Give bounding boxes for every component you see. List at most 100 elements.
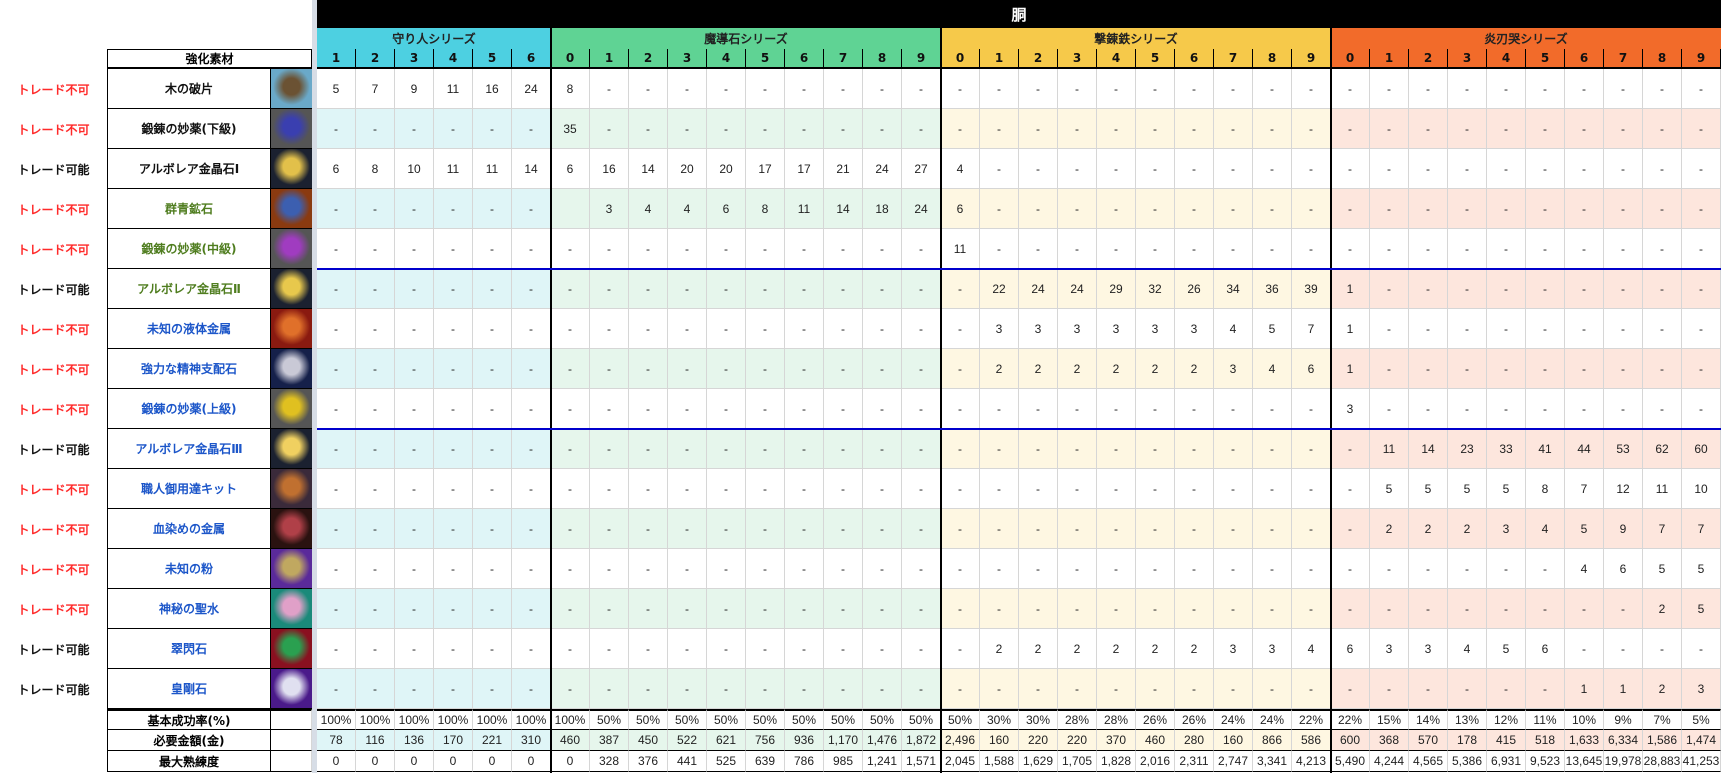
material-name: 翠閃石 (107, 629, 271, 669)
summary-cell: 100% (317, 709, 356, 730)
value-cell: - (434, 349, 473, 389)
value-cell: - (863, 469, 902, 509)
value-cell: - (1058, 429, 1097, 469)
series-header: 魔導石シリーズ (551, 28, 941, 49)
value-cell: 17 (785, 149, 824, 189)
value-cell: - (668, 349, 707, 389)
value-cell: - (941, 389, 980, 429)
value-cell: - (1175, 109, 1214, 149)
summary-cell: 441 (668, 751, 707, 772)
value-cell: - (473, 589, 512, 629)
value-cell: - (590, 469, 629, 509)
value-cell: - (1214, 149, 1253, 189)
value-cell: 2 (1097, 349, 1136, 389)
value-cell: - (512, 269, 551, 309)
value-cell: 3 (1682, 669, 1721, 709)
summary-cell: 22% (1292, 709, 1331, 730)
holy-water-icon (271, 589, 312, 629)
value-cell: - (668, 109, 707, 149)
value-cell: - (1565, 69, 1604, 109)
value-cell: 11 (1370, 429, 1409, 469)
value-cell: - (590, 589, 629, 629)
series-header: 炎刃哭シリーズ (1331, 28, 1721, 49)
summary-cell: 6,334 (1604, 730, 1643, 751)
value-cell: - (1448, 549, 1487, 589)
material-header: 強化素材 (107, 49, 312, 69)
value-cell: - (1214, 429, 1253, 469)
value-cell: - (473, 549, 512, 589)
summary-cell: 460 (551, 730, 590, 751)
value-cell: 14 (824, 189, 863, 229)
value-cell: - (1214, 589, 1253, 629)
potion-mid-icon (271, 229, 312, 269)
value-cell: - (1409, 269, 1448, 309)
level-header: 1 (1370, 49, 1409, 69)
column-separator (312, 0, 317, 773)
mind-control-stone-icon (271, 349, 312, 389)
value-cell: - (785, 509, 824, 549)
value-cell: - (1097, 469, 1136, 509)
value-cell: - (707, 389, 746, 429)
material-name: 木の破片 (107, 69, 271, 109)
value-cell: 18 (863, 189, 902, 229)
summary-cell: 387 (590, 730, 629, 751)
value-cell: 11 (1643, 469, 1682, 509)
value-cell: 26 (1175, 269, 1214, 309)
material-name: アルボレア金晶石Ⅲ (107, 429, 271, 469)
value-cell: - (1292, 589, 1331, 629)
potion-low-icon (271, 109, 312, 149)
value-cell: - (785, 669, 824, 709)
value-cell: - (707, 509, 746, 549)
summary-cell: 0 (395, 751, 434, 772)
value-cell: - (1604, 229, 1643, 269)
value-cell: 6 (1526, 629, 1565, 669)
value-cell: - (590, 309, 629, 349)
value-cell: - (1331, 69, 1370, 109)
value-cell: - (785, 269, 824, 309)
value-cell: - (824, 589, 863, 629)
value-cell: - (863, 109, 902, 149)
trade-status: トレード不可 (17, 402, 90, 417)
value-cell: - (1058, 669, 1097, 709)
level-header: 4 (1487, 49, 1526, 69)
summary-cell: 50% (785, 709, 824, 730)
summary-cell: 522 (668, 730, 707, 751)
material-name: 皇剛石 (107, 669, 271, 709)
summary-cell: 50% (902, 709, 941, 730)
level-header: 2 (356, 49, 395, 69)
value-cell: - (824, 229, 863, 269)
value-cell: - (1097, 69, 1136, 109)
value-cell: - (434, 309, 473, 349)
value-cell: 4 (629, 189, 668, 229)
value-cell: - (902, 309, 941, 349)
value-cell: - (941, 69, 980, 109)
value-cell: - (356, 549, 395, 589)
value-cell: - (668, 629, 707, 669)
value-cell: - (941, 429, 980, 469)
value-cell: - (356, 389, 395, 429)
value-cell: - (707, 589, 746, 629)
level-header: 0 (1331, 49, 1370, 69)
value-cell: - (1214, 109, 1253, 149)
value-cell: - (707, 669, 746, 709)
level-header: 5 (473, 49, 512, 69)
value-cell: - (902, 349, 941, 389)
level-header: 7 (1214, 49, 1253, 69)
value-cell: 5 (1682, 589, 1721, 629)
value-cell: - (629, 109, 668, 149)
value-cell: - (1292, 229, 1331, 269)
value-cell: - (1253, 109, 1292, 149)
value-cell: 3 (1253, 629, 1292, 669)
summary-cell: 985 (824, 751, 863, 772)
value-cell: - (434, 189, 473, 229)
value-cell: 2 (1136, 629, 1175, 669)
value-cell: - (1097, 189, 1136, 229)
value-cell: - (668, 69, 707, 109)
level-header: 7 (824, 49, 863, 69)
summary-cell: 7% (1643, 709, 1682, 730)
value-cell: - (668, 669, 707, 709)
summary-cell: 1,474 (1682, 730, 1721, 751)
summary-cell: 13% (1448, 709, 1487, 730)
sheet-title: 胴 (317, 0, 1721, 28)
value-cell: - (1487, 389, 1526, 429)
